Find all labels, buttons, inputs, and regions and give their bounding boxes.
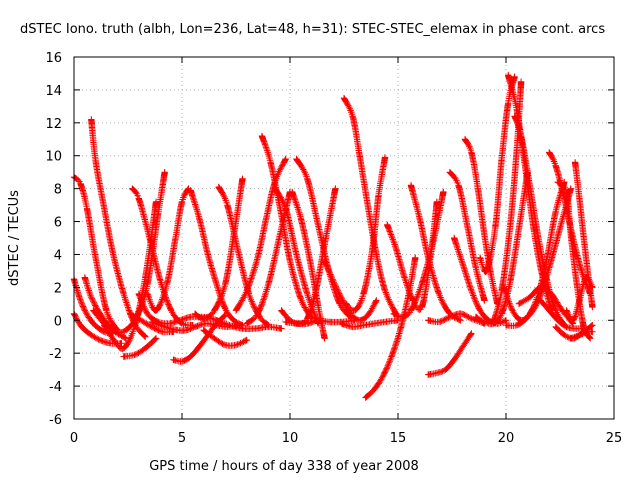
- y-tick-label: 6: [54, 216, 62, 231]
- x-tick-label: 5: [178, 431, 186, 446]
- dstec-arc-17: [200, 326, 250, 349]
- dstec-arc-42: [476, 73, 518, 275]
- dstec-arc-38: [446, 169, 488, 304]
- dstec-arc-49: [537, 297, 587, 332]
- y-tick-label: 0: [54, 314, 62, 329]
- dstec-arc-30: [338, 317, 402, 331]
- dstec-arc-55: [571, 159, 596, 311]
- y-tick-label: 4: [54, 248, 62, 263]
- dstec-arc-13: [144, 185, 192, 314]
- dstec-arc-33: [384, 198, 441, 313]
- dstec-arc-28: [321, 257, 380, 324]
- data-points: [70, 71, 596, 401]
- dstec-arc-32: [362, 254, 419, 401]
- x-axis-label: GPS time / hours of day 338 of year 2008: [149, 459, 419, 474]
- x-tick-label: 15: [390, 431, 407, 446]
- y-tick-label: 12: [45, 117, 62, 132]
- dstec-arc-35: [407, 182, 464, 324]
- dstec-arc-8: [120, 335, 160, 360]
- dstec-arc-29: [340, 94, 399, 317]
- x-tick-label: 20: [498, 431, 515, 446]
- y-tick-label: -4: [49, 380, 62, 395]
- y-tick-label: 2: [54, 281, 62, 296]
- plot-frame: [73, 56, 615, 420]
- dstec-arc-27: [289, 188, 328, 342]
- y-tick-label: 14: [45, 84, 62, 99]
- dstec-arc-15: [187, 187, 246, 329]
- dstec-arc-36: [425, 330, 475, 378]
- y-axis-label: dSTEC / TECUs: [7, 190, 22, 286]
- dstec-arc-20: [232, 155, 289, 314]
- axis-ticks: 0 5 10 15 20 25 -6 -4 -2 0 2 4 6 8 10 12 14 16: [45, 51, 622, 446]
- dstec-arc-54: [567, 328, 596, 342]
- y-tick-label: -2: [49, 347, 62, 362]
- y-tick-label: 10: [45, 150, 62, 165]
- dstec-arc-19: [213, 317, 285, 332]
- x-tick-label: 0: [70, 431, 78, 446]
- dstec-arc-31: [343, 154, 389, 314]
- y-tick-label: 8: [54, 183, 62, 198]
- chart-title: dSTEC Iono. truth (albh, Lon=236, Lat=48…: [20, 22, 605, 37]
- x-tick-label: 10: [282, 431, 299, 446]
- y-tick-label: 16: [45, 51, 62, 66]
- x-tick-label: 25: [606, 431, 623, 446]
- dstec-arc-9: [127, 310, 177, 336]
- y-tick-label: -6: [49, 413, 62, 428]
